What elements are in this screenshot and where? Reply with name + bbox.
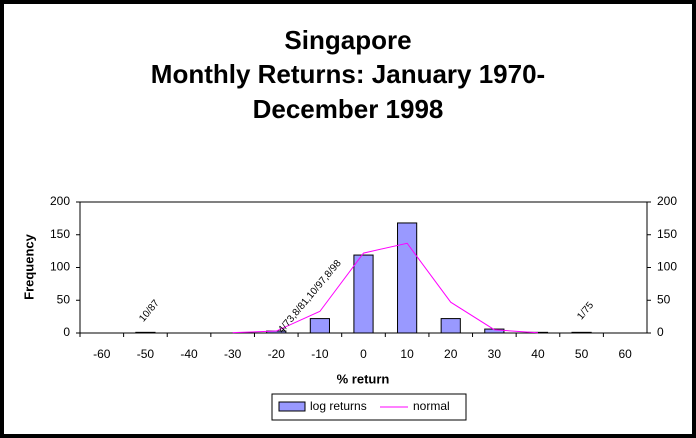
y2-tick-label: 200 [657, 194, 677, 208]
x-tick-label: -60 [93, 347, 111, 361]
x-tick-label: -50 [137, 347, 155, 361]
bar [135, 331, 156, 334]
y2-tick-label: 0 [657, 325, 664, 339]
chart-title: Monthly Returns: January 1970- [151, 59, 545, 89]
legend-label: log returns [310, 399, 367, 413]
x-tick-label: 60 [619, 347, 633, 361]
bar [484, 328, 505, 334]
y-tick-label: 50 [57, 292, 71, 306]
legend-label: normal [413, 399, 450, 413]
line [232, 242, 538, 334]
chart-title: Singapore [284, 25, 411, 55]
y-axis-title: Frequency [21, 233, 36, 300]
x-tick-label: 30 [488, 347, 502, 361]
x-tick-label: 40 [531, 347, 545, 361]
x-tick-label: 0 [360, 347, 367, 361]
bar [397, 222, 418, 334]
chart-title: December 1998 [253, 94, 444, 124]
bar [353, 254, 374, 334]
x-tick-label: -40 [180, 347, 198, 361]
bar [571, 331, 592, 334]
x-tick-label: -30 [224, 347, 242, 361]
x-axis-title: % return [337, 371, 390, 386]
bar [309, 318, 330, 334]
y-tick-label: 200 [50, 194, 70, 208]
y-tick-label: 0 [63, 325, 70, 339]
x-tick-label: 50 [575, 347, 589, 361]
x-tick-label: -20 [268, 347, 286, 361]
legend-swatch [278, 401, 306, 412]
x-tick-label: -10 [311, 347, 329, 361]
y2-tick-label: 100 [657, 260, 677, 274]
bar [440, 318, 461, 334]
y2-tick-label: 50 [657, 292, 671, 306]
y2-tick-label: 150 [657, 227, 677, 241]
chart-background [4, 4, 692, 434]
y-tick-label: 100 [50, 260, 70, 274]
y-tick-label: 150 [50, 227, 70, 241]
x-tick-label: 10 [400, 347, 414, 361]
x-tick-label: 20 [444, 347, 458, 361]
